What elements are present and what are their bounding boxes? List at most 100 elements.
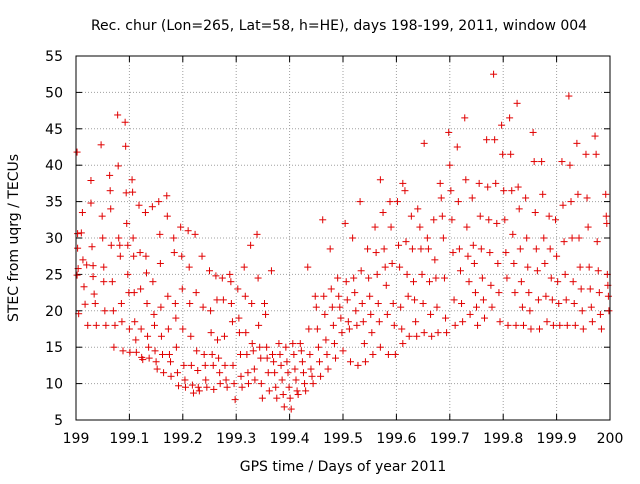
data-point [249, 347, 257, 355]
data-point [110, 343, 118, 351]
data-point [491, 136, 499, 144]
data-point [578, 307, 586, 315]
data-point [136, 249, 144, 257]
data-point [605, 307, 613, 315]
data-point [323, 350, 331, 358]
data-point [316, 358, 324, 366]
y-tick-label: 5 [54, 413, 63, 429]
data-point [327, 285, 335, 293]
data-point [541, 259, 549, 267]
data-point [181, 376, 189, 384]
data-point [177, 223, 185, 231]
x-tick-labels: 199 199.1 199.2 199.3 199.4 199.5 199.6 199.7 19… [63, 431, 624, 447]
data-point [244, 380, 252, 388]
data-point [290, 350, 298, 358]
data-point [398, 325, 406, 333]
data-point [270, 358, 278, 366]
data-point [172, 314, 180, 322]
data-point [553, 252, 561, 260]
data-point [243, 350, 251, 358]
data-point [240, 263, 248, 271]
data-point [353, 321, 361, 329]
data-point [464, 252, 472, 260]
data-point [220, 332, 228, 340]
data-point [106, 171, 114, 179]
y-tick-label: 25 [45, 267, 63, 283]
data-point [263, 354, 271, 362]
data-point [143, 300, 151, 308]
data-point [440, 274, 448, 282]
data-point [131, 318, 139, 326]
data-point [484, 183, 492, 191]
data-point [210, 385, 218, 393]
data-point [89, 273, 97, 281]
data-point [531, 209, 539, 217]
data-point [364, 245, 372, 253]
data-point [510, 259, 518, 267]
data-point [577, 285, 585, 293]
data-point [525, 289, 533, 297]
data-point [554, 278, 562, 286]
data-point [214, 336, 222, 344]
data-point [122, 142, 130, 150]
data-point [403, 270, 411, 278]
grid-lines [76, 56, 610, 420]
data-point [349, 234, 357, 242]
data-point [262, 310, 270, 318]
data-point [164, 292, 172, 300]
data-point [317, 372, 325, 380]
data-point [451, 321, 459, 329]
data-point [107, 205, 115, 213]
data-point [539, 190, 547, 198]
data-point [193, 347, 201, 355]
data-point [586, 285, 594, 293]
data-point [455, 245, 463, 253]
data-point [562, 296, 570, 304]
plot-frame [75, 55, 611, 421]
data-point [603, 219, 611, 227]
x-tick-label: 199.3 [216, 431, 256, 447]
data-point [309, 380, 317, 388]
data-point [74, 244, 82, 252]
data-point [414, 205, 422, 213]
data-point [388, 259, 396, 267]
data-point [413, 332, 421, 340]
data-point [221, 361, 229, 369]
data-point [411, 296, 419, 304]
y-tick-label: 10 [45, 377, 63, 393]
data-point [165, 350, 173, 358]
x-tick-label: 199.5 [323, 431, 363, 447]
data-point [522, 194, 530, 202]
data-point [390, 321, 398, 329]
data-point [559, 201, 567, 209]
data-point [342, 278, 350, 286]
data-point [157, 303, 165, 311]
data-point [493, 219, 501, 227]
data-point [513, 99, 521, 107]
data-point [487, 281, 495, 289]
data-point [538, 158, 546, 166]
data-point [294, 391, 302, 399]
data-point [508, 187, 516, 195]
data-point [238, 383, 246, 391]
data-point [187, 361, 195, 369]
data-point [263, 343, 271, 351]
data-point [163, 192, 171, 200]
data-point [359, 318, 367, 326]
data-point [552, 216, 560, 224]
data-point [488, 303, 496, 311]
data-point [479, 296, 487, 304]
data-point [291, 365, 299, 373]
data-point [395, 241, 403, 249]
data-point [375, 318, 383, 326]
data-point [160, 369, 168, 377]
data-point [391, 350, 399, 358]
data-point [408, 245, 416, 253]
data-point [187, 332, 195, 340]
data-point [108, 278, 116, 286]
chart-title: Rec. chur (Lon=265, Lat=58, h=HE), days … [91, 18, 587, 34]
data-point [433, 303, 441, 311]
data-point [280, 403, 288, 411]
data-point [98, 212, 106, 220]
data-point [109, 307, 117, 315]
